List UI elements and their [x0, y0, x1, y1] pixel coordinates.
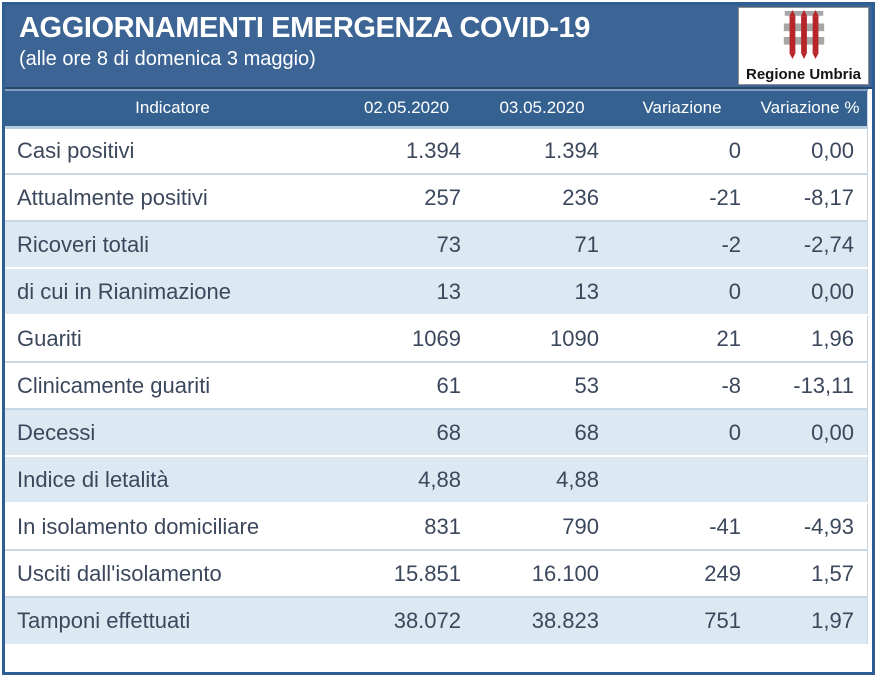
value-cell: 1,97	[753, 597, 868, 644]
value-cell: 38.823	[531, 608, 599, 633]
table-row: Ricoveri totali 73 71 -2 -2,74	[5, 221, 868, 269]
value-cell: 0,00	[753, 268, 868, 316]
value-cell: 16.100	[473, 550, 611, 598]
value-cell: 257	[340, 174, 473, 222]
value-cell: 68	[473, 409, 611, 457]
value-cell: 68	[340, 409, 473, 457]
column-header: Variazione	[611, 89, 753, 129]
indicator-label: Ricoveri totali	[5, 221, 340, 269]
value-cell: 0	[611, 127, 753, 175]
indicator-label: Decessi	[5, 409, 340, 457]
table-row: In isolamento domiciliare 831 790 -41 -4,93	[5, 503, 868, 551]
value-cell	[611, 456, 753, 504]
value-cell: 236	[473, 174, 611, 222]
value-cell: 13	[473, 268, 611, 316]
column-header: Variazione %	[753, 89, 868, 129]
table-row: Indice di letalità 4,88 4,88	[5, 456, 868, 504]
value-cell: 1.394	[473, 127, 611, 175]
column-header: 03.05.2020	[473, 89, 611, 129]
value-cell: -4,93	[753, 503, 868, 551]
value-cell: 1,96	[753, 315, 868, 363]
value-cell: 73	[340, 221, 473, 269]
indicator-label: Casi positivi	[5, 127, 340, 175]
table-row: Attualmente positivi 257 236 -21 -8,17	[5, 174, 868, 222]
table-row: Decessi 68 68 0 0,00	[5, 409, 868, 457]
value-cell: 38.072	[393, 608, 461, 633]
table-row: di cui in Rianimazione 13 13 0 0,00	[5, 268, 868, 316]
value-cell: 0	[611, 409, 753, 457]
indicator-label: Attualmente positivi	[5, 174, 340, 222]
table-row: Usciti dall'isolamento 15.851 16.100 249 1,5…	[5, 550, 868, 598]
page-title: AGGIORNAMENTI EMERGENZA COVID-19	[19, 12, 590, 44]
page-subtitle: (alle ore 8 di domenica 3 maggio)	[19, 48, 316, 71]
table-header-row: Indicatore 02.05.2020 03.05.2020 Variazione…	[5, 89, 868, 129]
value-cell: -2,74	[753, 221, 868, 269]
value-cell: 1,57	[753, 550, 868, 598]
indicator-label: In isolamento domiciliare	[5, 503, 340, 551]
value-cell: -21	[611, 174, 753, 222]
table-row: Casi positivi 1.394 1.394 0 0,00	[5, 127, 868, 175]
value-cell: 0	[611, 268, 753, 316]
table-row: Clinicamente guariti 61 53 -8 -13,11	[5, 362, 868, 410]
indicator-label: di cui in Rianimazione	[5, 268, 340, 316]
umbria-gonfalone-icon	[781, 9, 827, 65]
value-cell: 61	[340, 362, 473, 410]
value-cell: -13,11	[753, 362, 868, 410]
value-cell: -8,17	[753, 174, 868, 222]
indicator-label: Clinicamente guariti	[5, 362, 340, 410]
value-cell: 1069	[340, 315, 473, 363]
value-cell: 0,00	[753, 409, 868, 457]
column-header: 02.05.2020	[340, 89, 473, 129]
value-cell: -41	[611, 503, 753, 551]
value-cell: 751	[704, 608, 741, 633]
value-cell: -2	[611, 221, 753, 269]
indicator-label: Usciti dall'isolamento	[5, 550, 340, 598]
column-header: Indicatore	[5, 89, 340, 129]
value-cell: -8	[611, 362, 753, 410]
indicator-label: Indice di letalità	[5, 456, 340, 504]
value-cell: 4,88	[473, 456, 611, 504]
value-cell: 4,88	[340, 456, 473, 504]
value-cell: 13	[340, 268, 473, 316]
logo-label: Regione Umbria	[745, 65, 862, 83]
value-cell	[753, 456, 868, 504]
value-cell: 1090	[473, 315, 611, 363]
value-cell: 71	[473, 221, 611, 269]
indicator-label: Guariti	[5, 315, 340, 363]
value-cell: 249	[611, 550, 753, 598]
value-cell: 1.394	[340, 127, 473, 175]
table-row: Tamponi effettuati 38.072 38.823 751 1,97	[5, 597, 868, 644]
table-body: Casi positivi 1.394 1.394 0 0,00 Attualmente …	[5, 127, 868, 644]
value-cell: 15.851	[340, 550, 473, 598]
value-cell: 53	[473, 362, 611, 410]
covid-data-table: Indicatore 02.05.2020 03.05.2020 Variazione…	[5, 89, 868, 644]
table-row: Guariti 1069 1090 21 1,96	[5, 315, 868, 363]
value-cell: 790	[473, 503, 611, 551]
regione-umbria-logo: Regione Umbria	[738, 7, 869, 85]
header-banner: AGGIORNAMENTI EMERGENZA COVID-19 (alle o…	[5, 5, 872, 89]
value-cell: 831	[340, 503, 473, 551]
value-cell: 0,00	[753, 127, 868, 175]
value-cell: 21	[611, 315, 753, 363]
indicator-label: Tamponi effettuati	[17, 608, 191, 633]
